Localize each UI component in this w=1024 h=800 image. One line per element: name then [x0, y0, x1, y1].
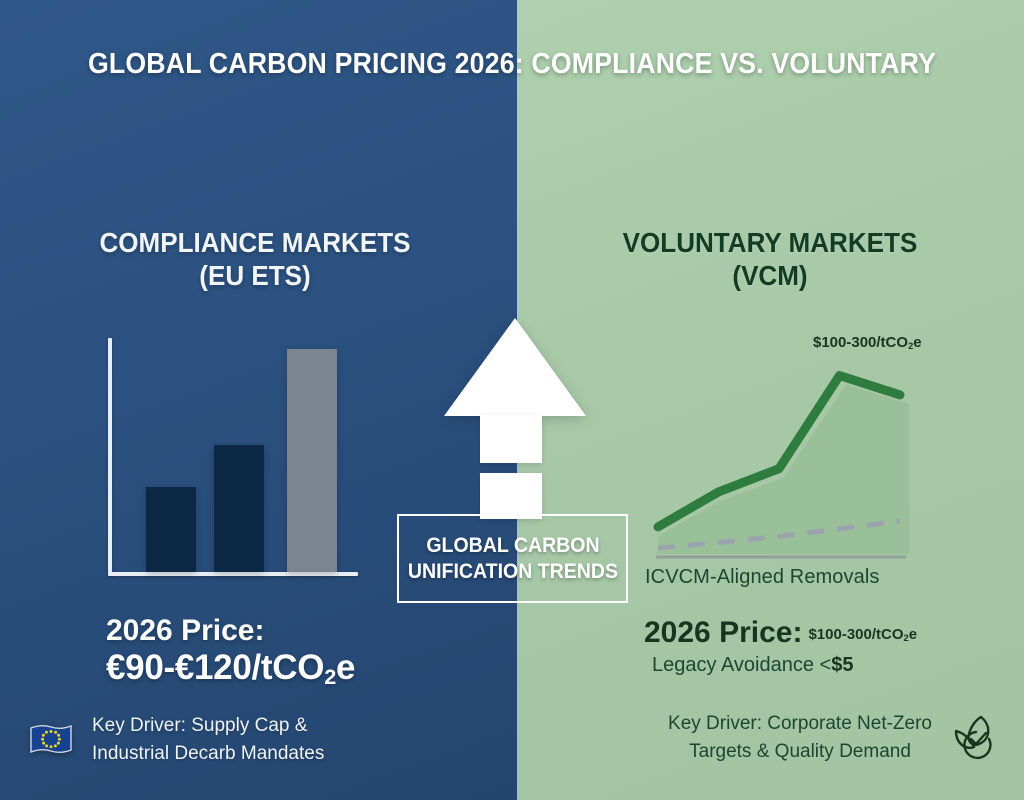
- compliance-price-suffix: e: [335, 647, 356, 687]
- legacy-avoidance-value: $5: [831, 654, 854, 676]
- voluntary-price-label: 2026 Price:: [644, 616, 803, 649]
- bar-chart-y-axis: [108, 338, 112, 576]
- annotation-suffix: e: [913, 334, 922, 351]
- voluntary-heading-line2: (VCM): [732, 260, 808, 292]
- compliance-price-subscript: 2: [324, 664, 336, 690]
- line-chart-svg: [653, 371, 909, 559]
- compliance-key-driver-text: Key Driver: Supply Cap & Industrial Deca…: [92, 712, 324, 767]
- voluntary-panel-background: [517, 0, 1024, 800]
- unification-line1: GLOBAL CARBON: [425, 533, 600, 557]
- legacy-avoidance-dashed-line: [657, 518, 901, 551]
- line-chart-annotation: $100-300/tCO2e: [813, 334, 922, 351]
- voluntary-price-subscript: 2: [903, 632, 909, 643]
- compliance-price-label: 2026 Price:: [106, 614, 265, 647]
- voluntary-key-driver-line2: Targets & Quality Demand: [689, 740, 911, 762]
- arrow-tail-shape: [480, 473, 542, 519]
- compliance-price-value: €90-€120/tCO2e: [106, 647, 356, 690]
- bar-chart-x-axis: [108, 572, 358, 576]
- arrow-stem-shape: [480, 415, 542, 463]
- legacy-avoidance-label: Legacy Avoidance <: [652, 654, 832, 676]
- compliance-bar-chart: [100, 332, 362, 580]
- voluntary-line-chart: [650, 352, 912, 567]
- eu-flag-icon: [30, 724, 72, 753]
- bar-chart-bar: [146, 487, 196, 572]
- line-chart-area-fill: [658, 384, 909, 554]
- up-arrow-icon: [435, 318, 586, 519]
- annotation-prefix: $100-300/tCO: [813, 334, 909, 351]
- compliance-heading-line1: COMPLIANCE MARKETS: [99, 227, 411, 258]
- compliance-key-driver-line2: Industrial Decarb Mandates: [92, 742, 325, 764]
- voluntary-key-driver-text: Key Driver: Corporate Net-Zero Targets &…: [668, 710, 932, 765]
- compliance-heading-line2: (EU ETS): [199, 260, 311, 292]
- voluntary-price-prefix: $100-300/tCO: [808, 625, 904, 643]
- bar-chart-bar: [214, 444, 264, 572]
- voluntary-price-block: 2026 Price: $100-300/tCO2e Legacy Avoida…: [644, 616, 917, 677]
- unification-line2: UNIFICATION TRENDS: [407, 559, 618, 583]
- compliance-price-block: 2026 Price: €90-€120/tCO2e: [106, 614, 356, 690]
- leaf-check-icon: [954, 715, 992, 759]
- bar-chart-bar: [287, 349, 337, 572]
- voluntary-price-suffix: e: [908, 625, 918, 643]
- compliance-key-driver: Key Driver: Supply Cap & Industrial Deca…: [28, 712, 324, 767]
- icvcm-removals-line: [653, 371, 905, 532]
- voluntary-price-row: 2026 Price: $100-300/tCO2e: [644, 616, 917, 649]
- compliance-panel-background: [0, 0, 517, 800]
- arrow-head-shape: [444, 318, 586, 416]
- unification-trends-box: GLOBAL CARBON UNIFICATION TRENDS: [397, 514, 628, 603]
- unification-trends-label: GLOBAL CARBON UNIFICATION TRENDS: [407, 533, 617, 584]
- compliance-key-driver-line1: Key Driver: Supply Cap &: [92, 715, 308, 736]
- annotation-subscript: 2: [908, 341, 914, 352]
- voluntary-key-driver-line1: Key Driver: Corporate Net-Zero: [668, 713, 932, 734]
- line-chart-caption: ICVCM-Aligned Removals: [645, 566, 880, 588]
- legacy-avoidance-row: Legacy Avoidance <$5: [652, 654, 917, 677]
- voluntary-heading: VOLUNTARY MARKETS (VCM): [570, 226, 970, 292]
- voluntary-price-value: $100-300/tCO2e: [808, 621, 917, 650]
- page-title: GLOBAL CARBON PRICING 2026: COMPLIANCE V…: [87, 48, 937, 80]
- voluntary-key-driver: Key Driver: Corporate Net-Zero Targets &…: [668, 710, 1000, 765]
- compliance-heading: COMPLIANCE MARKETS (EU ETS): [55, 226, 455, 292]
- voluntary-heading-line1: VOLUNTARY MARKETS: [622, 227, 918, 258]
- compliance-price-prefix: €90-€120/tCO: [106, 647, 325, 687]
